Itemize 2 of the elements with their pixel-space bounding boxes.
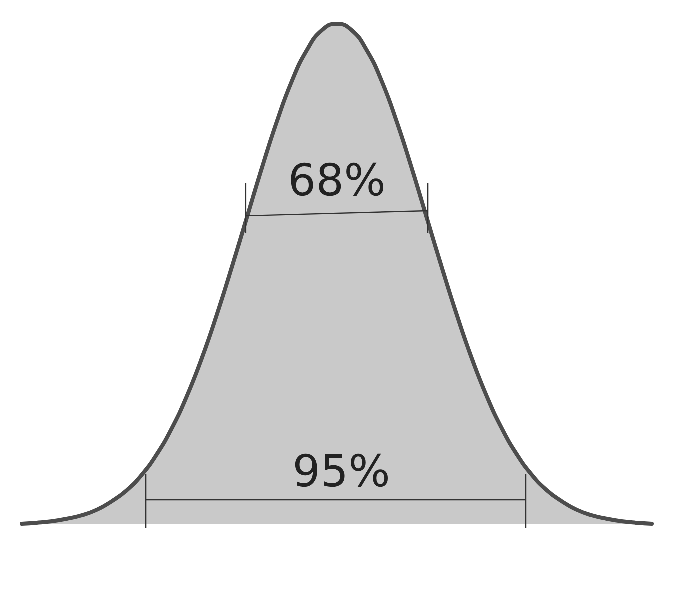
annotation: 95% [292,446,390,498]
annotation: 68% [288,156,386,206]
